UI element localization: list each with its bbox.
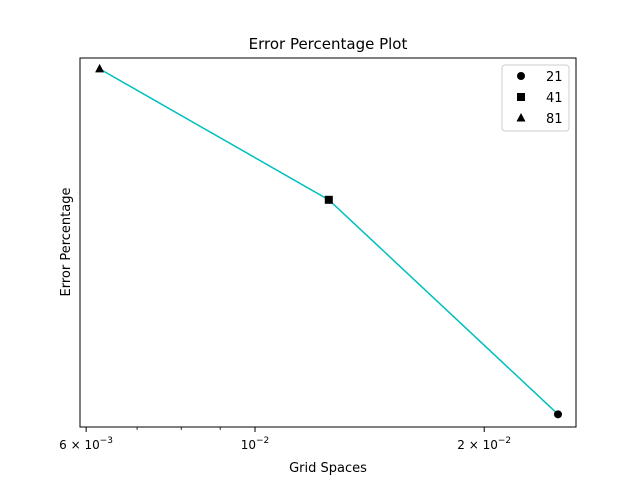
data-point-21 xyxy=(553,410,562,419)
legend: 21 41 81 xyxy=(501,64,570,132)
legend-label-41: 41 xyxy=(546,91,563,106)
data-point-81 xyxy=(95,63,105,73)
x-tick-label-base: 10 xyxy=(241,438,256,452)
y-axis-label: Error Percentage xyxy=(59,188,74,297)
data-point-41 xyxy=(324,195,333,204)
x-tick-label-exponent: −2 xyxy=(498,436,511,446)
plot-area xyxy=(80,58,576,427)
axes-background xyxy=(80,58,576,427)
legend-marker-41 xyxy=(517,93,525,101)
legend-marker-21 xyxy=(517,72,525,80)
legend-label-21: 21 xyxy=(546,70,563,85)
axes-frame xyxy=(79,57,577,428)
legend-label-81: 81 xyxy=(546,112,563,127)
x-tick-label-exponent: −3 xyxy=(100,436,113,446)
x-axis-ticks: 6 × 10−3 10−2 2 × 10−2 xyxy=(59,427,511,452)
x-tick-label-base: 6 × 10 xyxy=(59,438,100,452)
legend-marker-81 xyxy=(516,113,526,122)
x-tick-label: 10−2 xyxy=(241,436,270,452)
series-group xyxy=(95,63,562,419)
x-tick-label-exponent: −2 xyxy=(256,436,269,446)
x-tick-label-base: 2 × 10 xyxy=(457,438,498,452)
x-tick-label: 2 × 10−2 xyxy=(457,436,511,452)
x-axis-label: Grid Spaces xyxy=(289,461,367,476)
chart-title: Error Percentage Plot xyxy=(249,35,408,53)
legend-frame xyxy=(501,64,570,132)
x-tick-label: 6 × 10−3 xyxy=(59,436,113,452)
